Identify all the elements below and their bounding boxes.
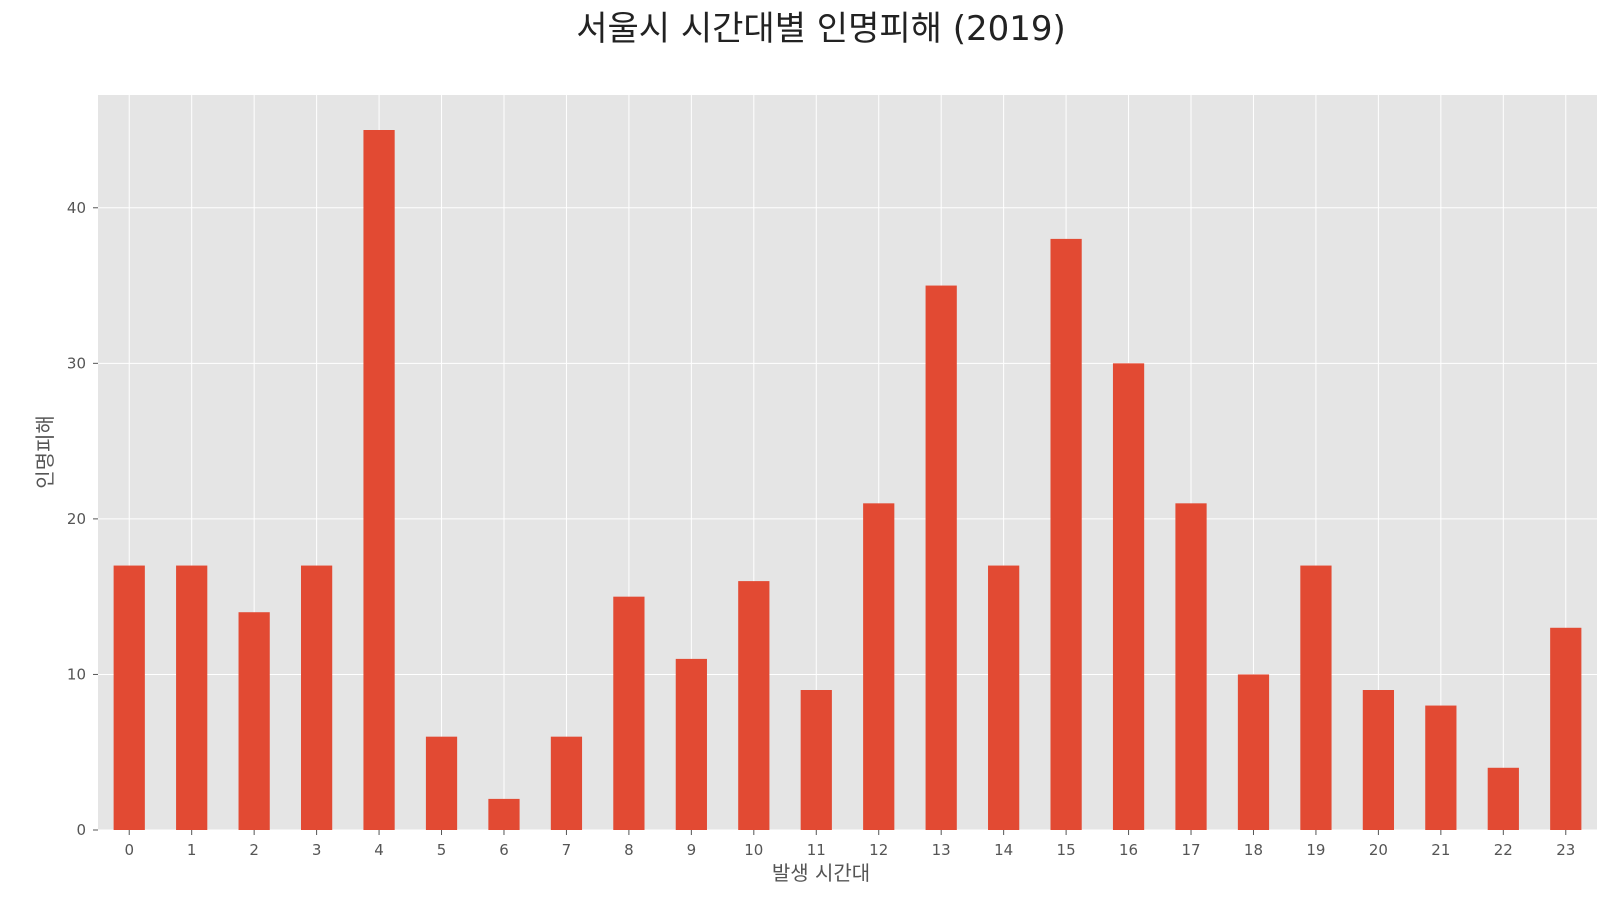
x-axis-ticks: 0 1 2 3 4 5 6 7 8 9 10 11 12 13 14 15 16 17 18 19 20 21 22 23 bbox=[124, 830, 1575, 859]
y-tick-label: 20 bbox=[67, 510, 86, 528]
bar-14 bbox=[988, 565, 1020, 830]
y-tick-label: 0 bbox=[76, 821, 86, 839]
x-tick-label: 4 bbox=[374, 841, 384, 859]
x-tick-label: 11 bbox=[807, 841, 826, 859]
x-tick-label: 13 bbox=[932, 841, 951, 859]
bar-4 bbox=[363, 130, 395, 830]
x-tick-label: 9 bbox=[687, 841, 697, 859]
plot-area bbox=[98, 95, 1597, 830]
x-tick-label: 21 bbox=[1431, 841, 1450, 859]
bar-18 bbox=[1237, 674, 1270, 830]
bar-20 bbox=[1362, 690, 1395, 830]
bar-8 bbox=[613, 596, 645, 830]
bar-21 bbox=[1425, 705, 1457, 830]
x-tick-label: 16 bbox=[1119, 841, 1138, 859]
x-tick-label: 5 bbox=[437, 841, 447, 859]
bar-2 bbox=[238, 612, 270, 830]
chart-title: 서울시 시간대별 인명피해 (2019) bbox=[576, 9, 1066, 49]
bar-10 bbox=[738, 581, 770, 830]
bar-17 bbox=[1175, 503, 1207, 830]
x-tick-label: 17 bbox=[1181, 841, 1200, 859]
bar-3 bbox=[300, 565, 333, 830]
bar-6 bbox=[488, 798, 520, 830]
y-axis-ticks: 0 10 20 30 40 bbox=[67, 199, 98, 839]
x-tick-label: 12 bbox=[869, 841, 888, 859]
x-tick-label: 2 bbox=[249, 841, 259, 859]
bar-15 bbox=[1050, 238, 1082, 830]
bar-7 bbox=[550, 736, 583, 830]
x-tick-label: 15 bbox=[1057, 841, 1076, 859]
x-tick-label: 20 bbox=[1369, 841, 1388, 859]
y-tick-label: 40 bbox=[67, 199, 86, 217]
y-axis-label: 인명피해 bbox=[33, 415, 57, 489]
x-tick-label: 1 bbox=[187, 841, 197, 859]
y-tick-label: 30 bbox=[67, 354, 86, 372]
x-tick-label: 14 bbox=[994, 841, 1013, 859]
bar-16 bbox=[1112, 363, 1145, 830]
y-tick-label: 10 bbox=[67, 665, 86, 683]
bar-11 bbox=[800, 690, 832, 830]
bar-5 bbox=[425, 736, 458, 830]
x-tick-label: 19 bbox=[1306, 841, 1325, 859]
x-tick-label: 3 bbox=[312, 841, 322, 859]
x-tick-label: 8 bbox=[624, 841, 634, 859]
x-tick-label: 18 bbox=[1244, 841, 1263, 859]
x-tick-label: 0 bbox=[124, 841, 134, 859]
bar-12 bbox=[863, 503, 895, 830]
bar-9 bbox=[675, 658, 707, 830]
x-tick-label: 10 bbox=[744, 841, 763, 859]
bar-1 bbox=[176, 565, 208, 830]
bar-23 bbox=[1550, 627, 1582, 830]
bars bbox=[113, 130, 1582, 830]
bar-19 bbox=[1300, 565, 1332, 830]
x-tick-label: 7 bbox=[562, 841, 572, 859]
x-tick-label: 6 bbox=[499, 841, 509, 859]
bar-0 bbox=[113, 565, 145, 830]
bar-13 bbox=[925, 285, 957, 830]
x-tick-label: 22 bbox=[1494, 841, 1513, 859]
x-tick-label: 23 bbox=[1556, 841, 1575, 859]
bar-22 bbox=[1487, 767, 1519, 830]
x-axis-label: 발생 시간대 bbox=[772, 861, 870, 885]
